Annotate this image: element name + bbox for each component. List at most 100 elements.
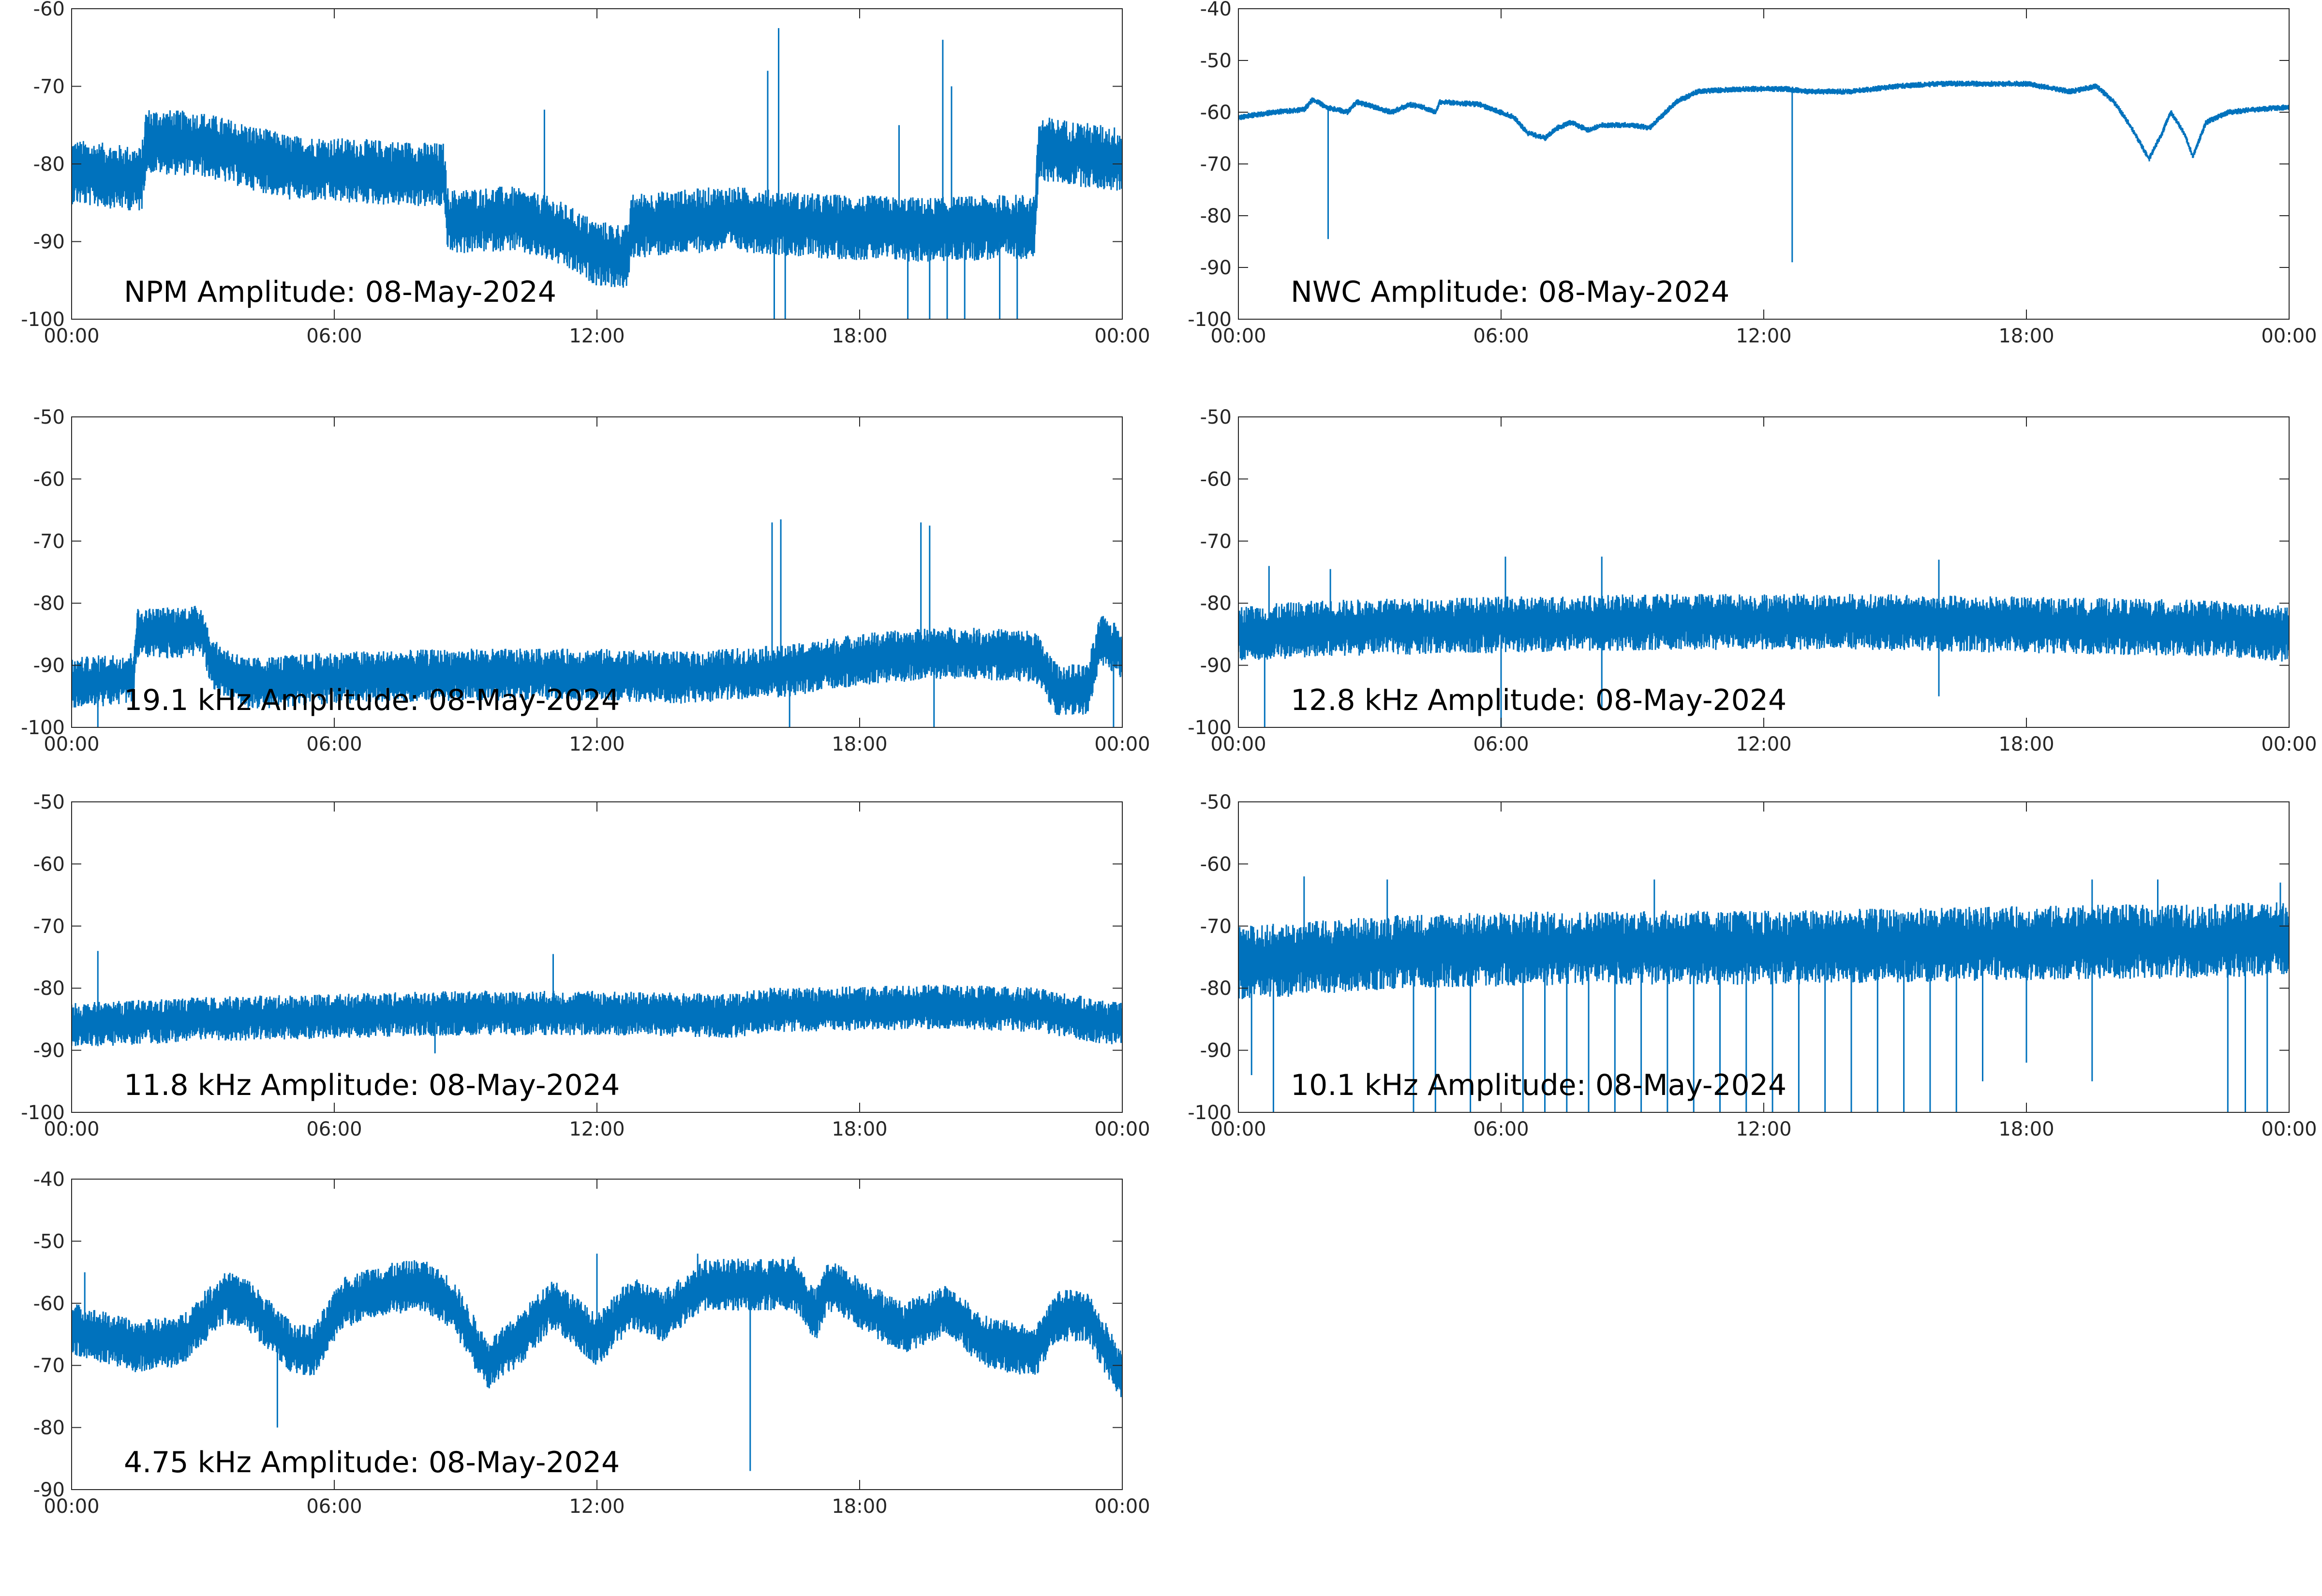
y-tick-label: -80 — [1200, 205, 1232, 227]
x-tick-label: 18:00 — [1998, 325, 2054, 347]
series-trace — [72, 110, 1122, 288]
y-tick-label: -90 — [33, 655, 65, 677]
chart-svg: 00:00 06:00 12:00 18:00 00:00-100-90-80-70-6… — [21, 791, 1150, 1140]
y-tick-label: -100 — [21, 1102, 65, 1124]
x-tick-label: 00:00 — [44, 325, 99, 347]
x-tick-label: 06:00 — [1473, 325, 1529, 347]
panel-title: 4.75 kHz Amplitude: 08-May-2024 — [124, 1446, 620, 1479]
panel-title: 12.8 kHz Amplitude: 08-May-2024 — [1291, 683, 1786, 717]
x-tick-label: 00:00 — [1210, 1118, 1266, 1140]
x-tick-label: 06:00 — [306, 733, 362, 755]
panel-title: NPM Amplitude: 08-May-2024 — [124, 275, 556, 309]
series-trace — [1238, 902, 2289, 999]
x-tick-label: 18:00 — [832, 1495, 887, 1518]
y-tick-label: -60 — [33, 1293, 65, 1315]
y-tick-label: -80 — [33, 1417, 65, 1439]
y-tick-label: -70 — [1200, 531, 1232, 553]
x-tick-label: 00:00 — [44, 733, 99, 755]
panel-title: 19.1 kHz Amplitude: 08-May-2024 — [124, 683, 620, 717]
x-tick-label: 00:00 — [1094, 1118, 1150, 1140]
x-tick-label: 00:00 — [1094, 733, 1150, 755]
x-tick-label: 00:00 — [2261, 325, 2317, 347]
x-tick-label: 00:00 — [2261, 733, 2317, 755]
y-tick-label: -50 — [1200, 406, 1232, 429]
series-trace — [1238, 593, 2289, 662]
series-trace — [1238, 80, 2289, 162]
chart-panel-5: 00:00 06:00 12:00 18:00 00:00 -100 -90 -80 -70 -6… — [0, 791, 1205, 1161]
y-tick-label: -100 — [1188, 309, 1232, 331]
y-tick-label: -50 — [1200, 50, 1232, 72]
y-tick-label: -50 — [1200, 791, 1232, 813]
x-tick-label: 12:00 — [1736, 1118, 1791, 1140]
x-tick-label: 00:00 — [1210, 733, 1266, 755]
x-tick-label: 12:00 — [569, 733, 625, 755]
panel-title: 10.1 kHz Amplitude: 08-May-2024 — [1291, 1068, 1786, 1102]
panel-title: 11.8 kHz Amplitude: 08-May-2024 — [124, 1068, 620, 1102]
series-1 — [72, 1254, 1122, 1471]
series-trace — [72, 1258, 1122, 1397]
x-tick-label: 18:00 — [1998, 733, 2054, 755]
y-tick-label: -40 — [1200, 0, 1232, 20]
y-tick-label: -60 — [33, 0, 65, 20]
y-tick-label: -60 — [1200, 853, 1232, 875]
chart-svg: 00:00 06:00 12:00 18:00 00:00-100-90-80-70-6… — [21, 406, 1150, 755]
y-tick-label: -50 — [33, 791, 65, 813]
x-tick-label: 00:00 — [1094, 325, 1150, 347]
y-tick-label: -50 — [33, 1230, 65, 1253]
y-tick-label: -60 — [33, 468, 65, 490]
x-tick-label: 18:00 — [832, 733, 887, 755]
y-tick-label: -80 — [33, 153, 65, 176]
y-tick-label: -60 — [1200, 468, 1232, 490]
chart-svg: 00:00 06:00 12:00 18:00 00:00-100-90-80-70-6… — [21, 0, 1150, 347]
x-tick-label: 12:00 — [569, 1495, 625, 1518]
y-tick-label: -70 — [1200, 916, 1232, 938]
x-tick-label: 18:00 — [832, 325, 887, 347]
x-tick-label: 06:00 — [306, 1495, 362, 1518]
series-1 — [72, 28, 1122, 319]
y-tick-label: -100 — [1188, 717, 1232, 739]
y-tick-label: -70 — [33, 531, 65, 553]
series-trace — [72, 606, 1122, 715]
x-tick-label: 18:00 — [1998, 1118, 2054, 1140]
x-tick-label: 00:00 — [1210, 325, 1266, 347]
y-tick-label: -70 — [33, 76, 65, 98]
y-tick-label: -40 — [33, 1168, 65, 1191]
y-tick-label: -70 — [33, 916, 65, 938]
y-tick-label: -90 — [33, 231, 65, 253]
x-tick-label: 06:00 — [306, 1118, 362, 1140]
x-tick-label: 12:00 — [1736, 733, 1791, 755]
series-1 — [1238, 80, 2289, 263]
chart-svg: 00:00 06:00 12:00 18:00 00:00-100-90-80-70-6… — [1188, 406, 2317, 755]
x-tick-label: 06:00 — [1473, 1118, 1529, 1140]
y-tick-label: -90 — [1200, 1040, 1232, 1062]
y-tick-label: -60 — [33, 853, 65, 875]
series-1 — [1238, 556, 2289, 727]
chart-panel-4: 00:00 06:00 12:00 18:00 00:00 -100 -90 -80 -70 -6… — [1166, 406, 2322, 776]
chart-panel-3: 00:00 06:00 12:00 18:00 00:00 -100 -90 -80 -70 -6… — [0, 406, 1205, 776]
y-tick-label: -70 — [1200, 153, 1232, 176]
y-tick-label: -90 — [1200, 655, 1232, 677]
x-tick-label: 12:00 — [569, 1118, 625, 1140]
y-tick-label: -80 — [1200, 592, 1232, 615]
x-tick-label: 12:00 — [1736, 325, 1791, 347]
y-tick-label: -80 — [33, 977, 65, 1000]
y-tick-label: -100 — [21, 309, 65, 331]
y-tick-label: -60 — [1200, 102, 1232, 124]
chart-panel-2: 00:00 06:00 12:00 18:00 00:00 -100 -90 -80 -70 -6… — [1166, 0, 2322, 368]
y-tick-label: -80 — [33, 592, 65, 615]
series-trace — [72, 985, 1122, 1047]
axes-box — [71, 801, 1123, 1113]
chart-svg: 00:00 06:00 12:00 18:00 00:00-100-90-80-70-6… — [1188, 791, 2317, 1140]
axes-box — [1238, 8, 2290, 320]
chart-panel-6: 00:00 06:00 12:00 18:00 00:00 -100 -90 -80 -70 -6… — [1166, 791, 2322, 1161]
x-tick-label: 06:00 — [306, 325, 362, 347]
x-tick-label: 12:00 — [569, 325, 625, 347]
y-tick-label: -100 — [1188, 1102, 1232, 1124]
y-tick-label: -70 — [33, 1355, 65, 1377]
series-1 — [1238, 876, 2289, 1112]
chart-svg: 00:00 06:00 12:00 18:00 00:00-90-80-70-60-50… — [33, 1168, 1150, 1518]
x-tick-label: 00:00 — [1094, 1495, 1150, 1518]
x-tick-label: 00:00 — [44, 1118, 99, 1140]
y-tick-label: -80 — [1200, 977, 1232, 1000]
